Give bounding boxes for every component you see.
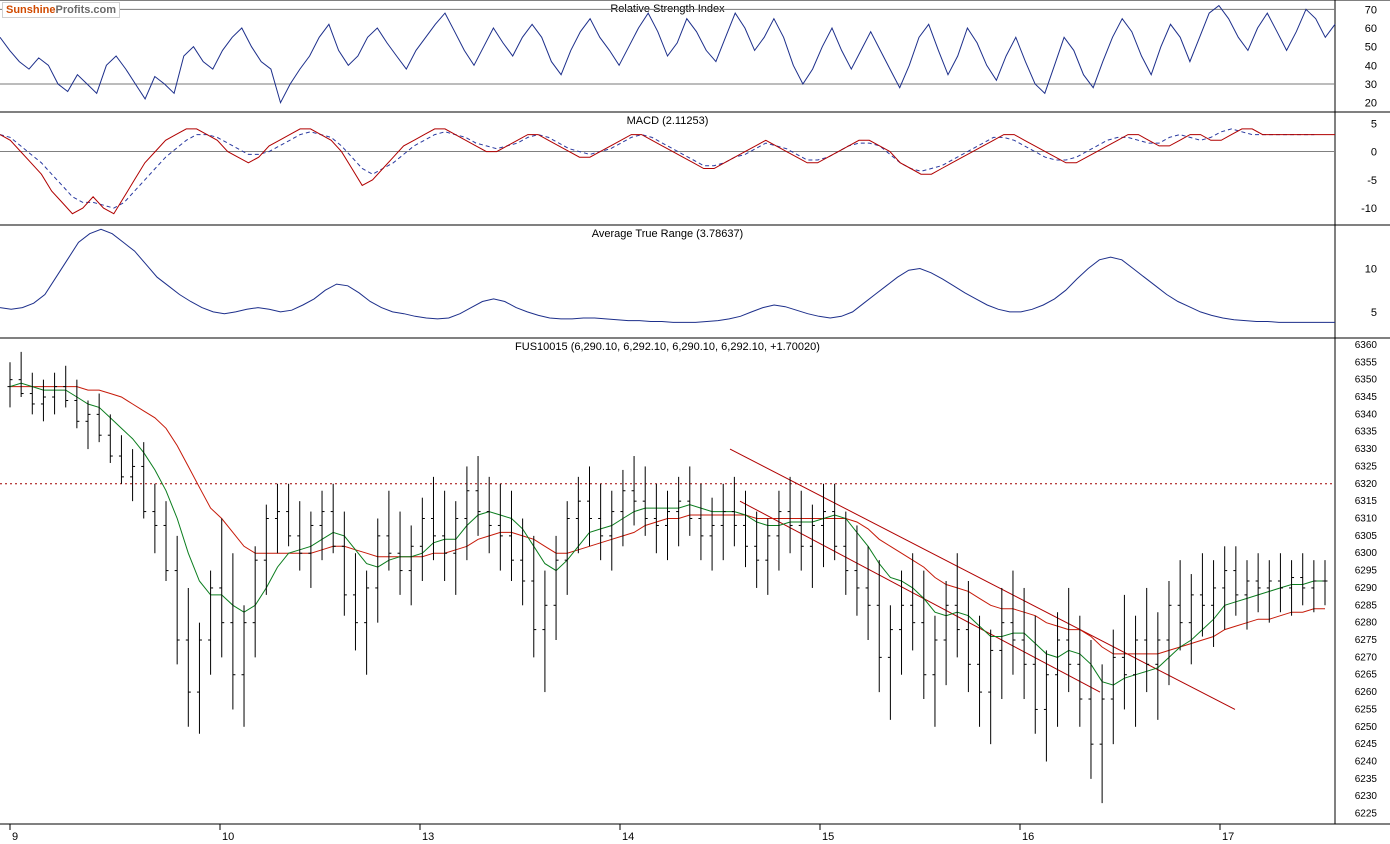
svg-text:6355: 6355 <box>1355 357 1378 368</box>
watermark-logo: SunshineProfits.com <box>2 2 120 18</box>
svg-text:0: 0 <box>1371 147 1377 159</box>
svg-text:6360: 6360 <box>1355 340 1378 351</box>
svg-text:6340: 6340 <box>1355 409 1378 420</box>
svg-text:6330: 6330 <box>1355 444 1378 455</box>
svg-text:16: 16 <box>1022 831 1034 843</box>
svg-text:-10: -10 <box>1361 203 1377 215</box>
svg-text:6345: 6345 <box>1355 392 1378 403</box>
svg-text:6255: 6255 <box>1355 704 1378 715</box>
svg-text:6250: 6250 <box>1355 722 1378 733</box>
svg-text:6295: 6295 <box>1355 566 1378 577</box>
svg-text:6310: 6310 <box>1355 514 1378 525</box>
svg-text:6320: 6320 <box>1355 479 1378 490</box>
svg-text:17: 17 <box>1222 831 1234 843</box>
svg-text:-5: -5 <box>1367 175 1377 187</box>
svg-text:6325: 6325 <box>1355 461 1378 472</box>
chart-stage: Relative Strength Index203040506070MACD … <box>0 0 1390 844</box>
svg-text:5: 5 <box>1371 118 1377 130</box>
svg-text:15: 15 <box>822 831 834 843</box>
svg-text:6225: 6225 <box>1355 809 1378 820</box>
svg-text:40: 40 <box>1365 60 1377 72</box>
svg-text:14: 14 <box>622 831 634 843</box>
ohlc-bars <box>8 352 1328 803</box>
svg-text:50: 50 <box>1365 42 1377 54</box>
svg-text:20: 20 <box>1365 98 1377 110</box>
svg-text:60: 60 <box>1365 23 1377 35</box>
svg-text:6265: 6265 <box>1355 670 1378 681</box>
atr-title: Average True Range (3.78637) <box>592 228 743 240</box>
svg-text:6315: 6315 <box>1355 496 1378 507</box>
price-title: FUS10015 (6,290.10, 6,292.10, 6,290.10, … <box>515 341 820 353</box>
svg-text:6335: 6335 <box>1355 427 1378 438</box>
svg-text:30: 30 <box>1365 79 1377 91</box>
svg-text:6245: 6245 <box>1355 739 1378 750</box>
logo-left: Sunshine <box>6 4 56 16</box>
svg-text:6260: 6260 <box>1355 687 1378 698</box>
svg-text:10: 10 <box>222 831 234 843</box>
svg-text:13: 13 <box>422 831 434 843</box>
svg-text:6285: 6285 <box>1355 600 1378 611</box>
svg-text:6300: 6300 <box>1355 548 1378 559</box>
svg-text:10: 10 <box>1365 263 1377 275</box>
svg-text:6240: 6240 <box>1355 757 1378 768</box>
svg-text:6275: 6275 <box>1355 635 1378 646</box>
logo-right: Profits.com <box>56 4 117 16</box>
svg-text:6350: 6350 <box>1355 375 1378 386</box>
svg-text:5: 5 <box>1371 307 1377 319</box>
macd-title: MACD (2.11253) <box>627 115 709 127</box>
svg-text:6280: 6280 <box>1355 618 1378 629</box>
svg-text:6290: 6290 <box>1355 583 1378 594</box>
svg-text:9: 9 <box>12 831 18 843</box>
svg-text:6235: 6235 <box>1355 774 1378 785</box>
svg-text:70: 70 <box>1365 4 1377 16</box>
svg-text:6230: 6230 <box>1355 791 1378 802</box>
svg-text:6305: 6305 <box>1355 531 1378 542</box>
svg-text:6270: 6270 <box>1355 652 1378 663</box>
